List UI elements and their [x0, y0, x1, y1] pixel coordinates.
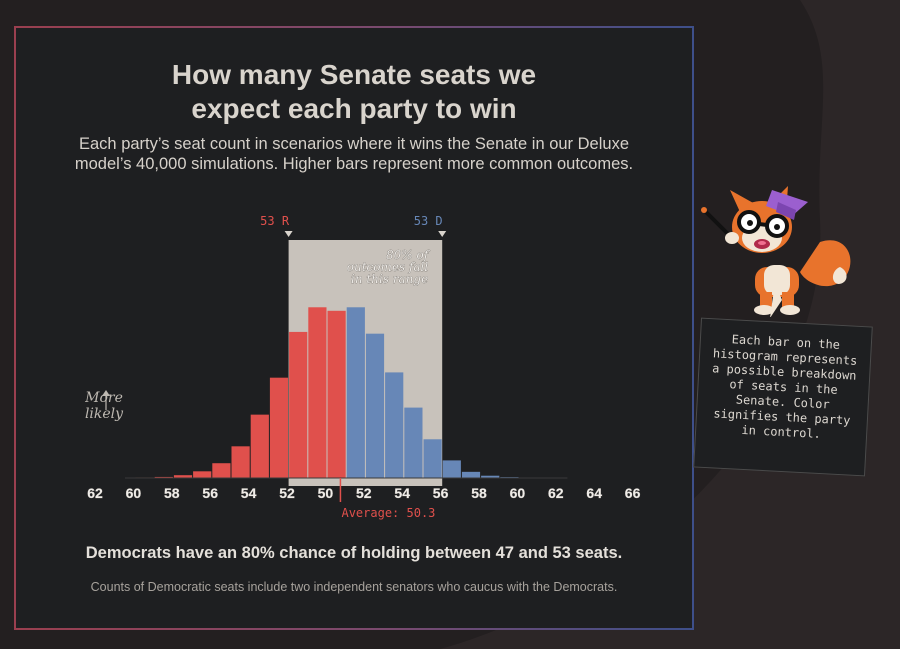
range-right-label: 53 D: [414, 214, 443, 228]
fox-mascot-icon: [701, 186, 851, 317]
bar-d-52: [385, 372, 404, 478]
range-right-marker-icon: [438, 231, 447, 237]
bar-d-57: [481, 475, 500, 478]
more-likely-line-1: More: [85, 390, 123, 406]
subtitle-line-1: Each party’s seat count in scenarios whe…: [79, 135, 629, 153]
bar-d-54: [423, 439, 442, 478]
tick-label-7: 52: [356, 485, 372, 501]
title-line-1: How many Senate seats we: [171, 59, 537, 90]
range-note-line-1: 80% of: [386, 248, 431, 262]
tick-label-8: 54: [394, 485, 410, 501]
average-label: Average: 50.3: [341, 506, 435, 520]
more-likely-line-2: likely: [84, 406, 124, 422]
chart-card: How many Senate seats we expect each par…: [14, 26, 694, 630]
range-left-marker-icon: [284, 231, 293, 237]
tick-label-2: 58: [164, 485, 180, 501]
bar-d-51: [365, 333, 385, 478]
subtitle-line-2: model’s 40,000 simulations. Higher bars …: [74, 155, 634, 173]
title-line-2: expect each party to win: [191, 93, 517, 124]
range-note-line-3: in this range: [351, 272, 428, 286]
bar-d-53: [404, 407, 423, 478]
tick-label-6: 50: [318, 485, 334, 501]
tick-label-4: 54: [241, 485, 257, 501]
tick-label-0: 62: [87, 485, 103, 501]
chart-subtitle: Each party’s seat count in scenarios whe…: [16, 134, 692, 174]
bar-r-52: [308, 307, 327, 478]
bar-r-59: [173, 475, 193, 478]
bar-d-50: [346, 307, 365, 478]
headline: Democrats have an 80% chance of holding …: [85, 544, 623, 562]
bar-r-58: [193, 471, 212, 478]
bar-r-55: [250, 414, 269, 478]
tick-label-11: 60: [510, 485, 526, 501]
range-note-line-2: outcomes fall: [347, 260, 429, 274]
footnote: Counts of Democratic seats include two i…: [90, 580, 618, 594]
bar-r-53: [289, 331, 308, 478]
tick-label-3: 56: [202, 485, 218, 501]
tick-label-14: 66: [625, 485, 641, 501]
tick-label-1: 60: [126, 485, 142, 501]
tick-label-5: 52: [279, 485, 295, 501]
tick-label-10: 58: [471, 485, 487, 501]
tick-label-13: 64: [586, 485, 602, 501]
tick-label-12: 62: [548, 485, 564, 501]
bar-r-54: [269, 377, 289, 478]
bar-r-56: [231, 446, 250, 478]
bar-d-55: [442, 460, 461, 478]
bar-d-56: [461, 471, 481, 478]
tick-label-9: 56: [433, 485, 449, 501]
bar-r-51: [327, 310, 346, 478]
bar-r-57: [212, 463, 231, 478]
more-likely-label: More likely: [84, 390, 124, 422]
chart-title: How many Senate seats we expect each par…: [16, 58, 692, 126]
bar-r-60: [154, 476, 173, 478]
range-left-label: 53 R: [260, 214, 290, 228]
histogram-explainer-note: Each bar on the histogram represents a p…: [693, 317, 873, 477]
up-arrow-icon: [102, 390, 110, 396]
